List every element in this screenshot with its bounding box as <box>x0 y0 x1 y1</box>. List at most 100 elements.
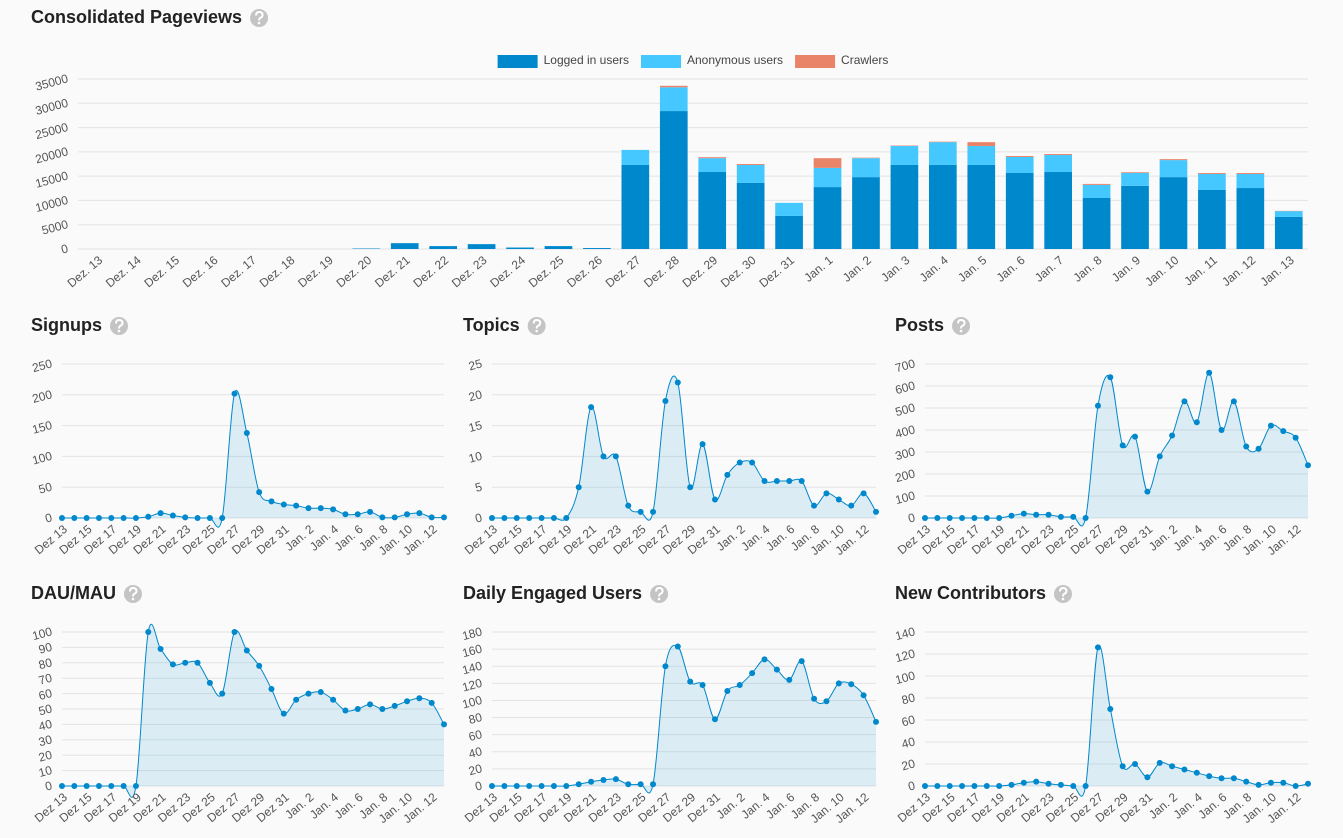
y-tick-label: 0 <box>474 510 484 525</box>
point <box>71 515 78 521</box>
point <box>1057 781 1064 788</box>
legend: Logged in users Anonymous users Crawlers <box>497 53 888 68</box>
help-icon[interactable] <box>527 317 546 335</box>
point <box>538 515 545 521</box>
point <box>823 490 830 497</box>
point <box>959 515 966 521</box>
y-tick-label: 200 <box>894 466 917 485</box>
point <box>835 496 842 503</box>
point <box>922 515 928 521</box>
point <box>1045 511 1052 518</box>
point <box>206 515 213 521</box>
bar-segment <box>544 246 573 249</box>
x-tick-label: Jan. 8 <box>1071 253 1105 285</box>
point <box>83 515 90 521</box>
y-tick-label: 40 <box>900 734 917 751</box>
help-icon[interactable] <box>650 585 669 603</box>
point <box>1094 644 1101 651</box>
bar-segment <box>698 157 727 159</box>
help-icon[interactable] <box>1054 585 1072 603</box>
point <box>379 514 386 521</box>
help-glyph <box>957 318 966 329</box>
point <box>428 514 435 521</box>
point <box>600 777 607 784</box>
help-glyph <box>115 318 124 329</box>
bar-segment <box>1082 198 1111 249</box>
y-tick-label: 60 <box>37 686 54 703</box>
y-tick-label: 30 <box>37 732 54 749</box>
point <box>946 783 953 789</box>
point <box>108 783 115 789</box>
bar-segment <box>659 111 688 249</box>
point <box>330 506 337 513</box>
area <box>925 372 1308 526</box>
point <box>773 478 780 485</box>
y-tick-label: 15 <box>467 418 484 435</box>
point <box>1267 779 1274 786</box>
help-icon[interactable] <box>250 9 269 27</box>
point <box>305 690 312 697</box>
point <box>342 511 349 518</box>
point <box>59 783 65 789</box>
point <box>182 659 189 666</box>
x-tick-label: Dez. 13 <box>65 253 106 291</box>
point <box>513 515 520 521</box>
chart-title: DAU/MAU <box>31 583 116 603</box>
point <box>575 484 582 491</box>
bar-segment <box>429 246 457 249</box>
point <box>280 710 287 717</box>
point <box>699 682 706 689</box>
point <box>749 670 756 677</box>
point <box>367 508 374 515</box>
point <box>922 783 928 789</box>
bar-segment <box>736 164 765 165</box>
x-tick-label: Dez. 22 <box>410 253 451 291</box>
x-tick-label: Jan. 6 <box>994 253 1028 285</box>
bar-segment <box>1005 155 1034 157</box>
point <box>996 783 1003 789</box>
y-tick-label: 5 <box>474 480 484 495</box>
point <box>489 783 495 789</box>
point <box>120 783 127 789</box>
help-icon[interactable] <box>110 317 128 335</box>
bar-segment <box>890 164 919 249</box>
point <box>1218 427 1225 433</box>
bar-segment <box>736 164 765 183</box>
point <box>1119 763 1126 770</box>
point <box>550 783 557 789</box>
point <box>600 453 607 460</box>
point <box>749 459 756 466</box>
point <box>1243 443 1250 450</box>
y-tick-label: 30000 <box>34 96 70 118</box>
point <box>1144 774 1151 781</box>
x-tick-label: Dez. 23 <box>449 253 490 291</box>
bar-segment <box>1159 177 1188 249</box>
point <box>280 501 287 508</box>
y-tick-label: 0 <box>44 510 54 525</box>
point <box>342 707 349 714</box>
y-tick-label: 100 <box>894 668 917 687</box>
point <box>786 478 793 485</box>
x-tick-label: Jan. 5 <box>955 253 989 285</box>
help-icon[interactable] <box>952 317 971 335</box>
y-tick-label: 400 <box>894 422 917 441</box>
y-tick-label: 20 <box>467 761 484 778</box>
point <box>132 783 139 789</box>
y-tick-label: 700 <box>894 356 917 375</box>
point <box>711 496 718 503</box>
point <box>293 696 300 703</box>
point <box>1107 706 1114 712</box>
y-tick-label: 60 <box>900 712 917 729</box>
point <box>1305 462 1311 469</box>
help-glyph <box>655 586 664 597</box>
point <box>526 515 533 521</box>
point <box>798 658 805 665</box>
point <box>428 699 435 706</box>
point <box>550 515 557 521</box>
help-icon[interactable] <box>124 585 142 603</box>
point <box>416 510 423 517</box>
point <box>1193 419 1200 426</box>
point <box>1132 761 1139 767</box>
y-tick-label: 90 <box>37 640 54 657</box>
point <box>736 682 743 689</box>
